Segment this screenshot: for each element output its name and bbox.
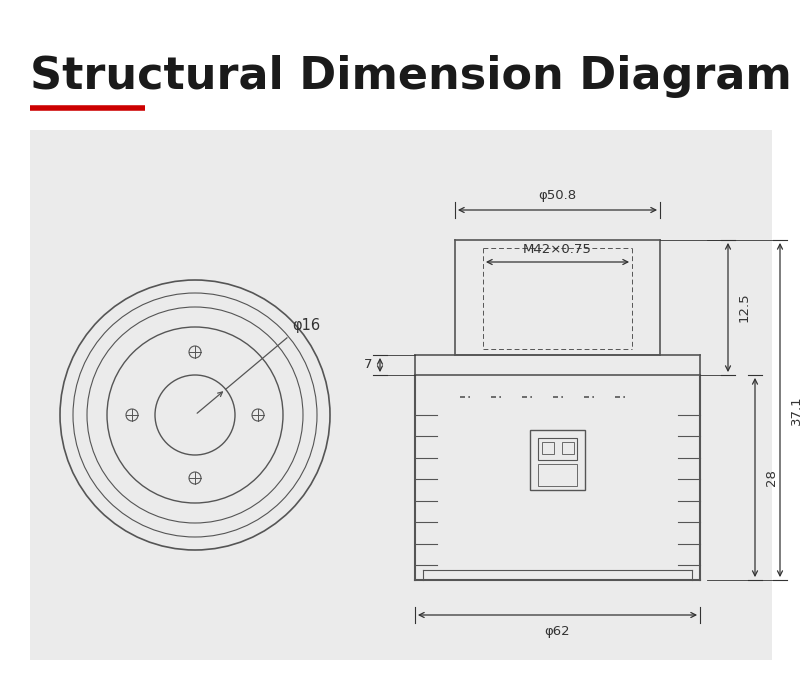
Text: φ50.8: φ50.8 bbox=[538, 189, 577, 202]
Text: 7: 7 bbox=[363, 359, 372, 371]
Bar bbox=[538, 464, 577, 486]
Bar bbox=[538, 438, 577, 460]
Text: Structural Dimension Diagram: Structural Dimension Diagram bbox=[30, 55, 792, 98]
Text: φ16: φ16 bbox=[292, 318, 320, 333]
Text: 12.5: 12.5 bbox=[738, 293, 751, 322]
Text: M42×0.75: M42×0.75 bbox=[523, 243, 592, 256]
Bar bbox=[562, 442, 574, 454]
Text: 37.1: 37.1 bbox=[790, 395, 800, 425]
Bar bbox=[530, 430, 585, 490]
Text: φ62: φ62 bbox=[545, 625, 570, 638]
Text: 28: 28 bbox=[765, 469, 778, 486]
Bar bbox=[542, 442, 554, 454]
Bar bbox=[30, 130, 772, 660]
